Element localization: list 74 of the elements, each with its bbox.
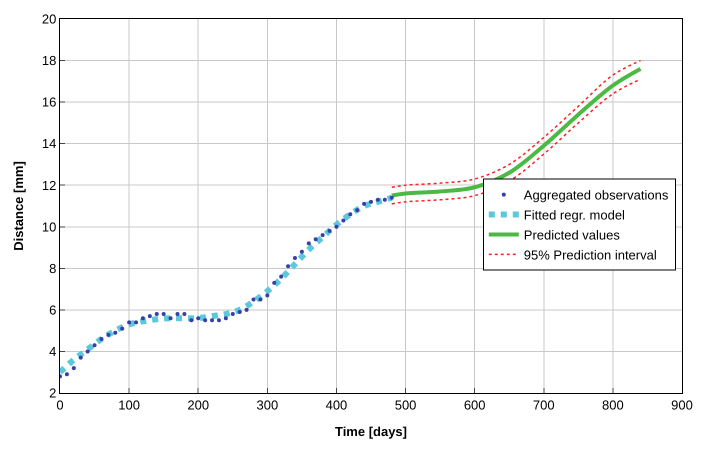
x-tick-label: 600 [464,398,486,413]
point [382,198,387,202]
y-tick-label: 2 [49,386,56,401]
x-tick-label: 900 [671,398,693,413]
point [300,250,304,254]
x-axis-title: Time [days] [334,424,408,440]
point [72,366,76,370]
legend-label: Aggregated observations [524,188,669,203]
x-tick-label: 700 [532,398,555,413]
point [106,332,110,337]
x-tick-label: 400 [326,398,348,413]
point [189,318,194,322]
point [292,256,297,260]
point [148,314,152,318]
y-tick-label: 16 [42,94,56,110]
y-tick-label: 10 [42,219,56,234]
point [369,200,373,204]
point [272,280,276,285]
y-tick-label: 14 [42,136,56,152]
x-tick-label: 200 [187,398,210,413]
point [314,237,318,242]
point [376,198,380,202]
point [140,316,145,320]
x-tick-label: 300 [256,398,278,413]
point [320,233,325,238]
legend-label: Fitted regr. model [524,208,626,223]
point [120,326,124,331]
point [355,208,360,212]
point [328,228,332,233]
x-tick-label: 800 [602,398,624,413]
x-tick-label: 0 [56,398,64,413]
point [168,316,173,320]
y-tick-label: 18 [42,53,56,68]
point [224,316,228,320]
point [196,316,200,320]
point [341,218,346,223]
point [390,196,394,200]
x-tick-label: 100 [118,398,140,413]
x-tick-label: 500 [394,398,416,413]
point [306,241,311,246]
point [64,372,69,376]
point [99,336,104,341]
point [238,310,242,314]
point [244,308,249,312]
point [134,320,138,324]
point [279,274,284,279]
point [334,224,338,229]
point [252,298,256,302]
point [258,298,262,302]
point [92,343,97,348]
y-tick-label: 12 [42,178,56,193]
point [113,330,118,335]
point [265,293,270,298]
point [127,320,132,324]
legend-label: Predicted values [524,228,620,243]
y-tick-label: 4 [49,344,56,359]
point [348,212,352,216]
legend-label: 95% Prediction interval [524,247,657,262]
point [210,318,214,322]
point [230,312,235,316]
y-tick-label: 6 [49,302,56,318]
point [286,264,290,268]
point [216,318,221,322]
point [362,202,366,206]
point [203,318,208,322]
point [154,312,159,316]
y-tick-label: 8 [49,260,56,276]
point [182,312,186,316]
y-tick-label: 20 [42,12,56,27]
y-axis-title: Distance [mm] [10,161,26,251]
point [78,356,83,360]
point [175,312,180,316]
point [162,312,166,316]
point [86,349,90,354]
